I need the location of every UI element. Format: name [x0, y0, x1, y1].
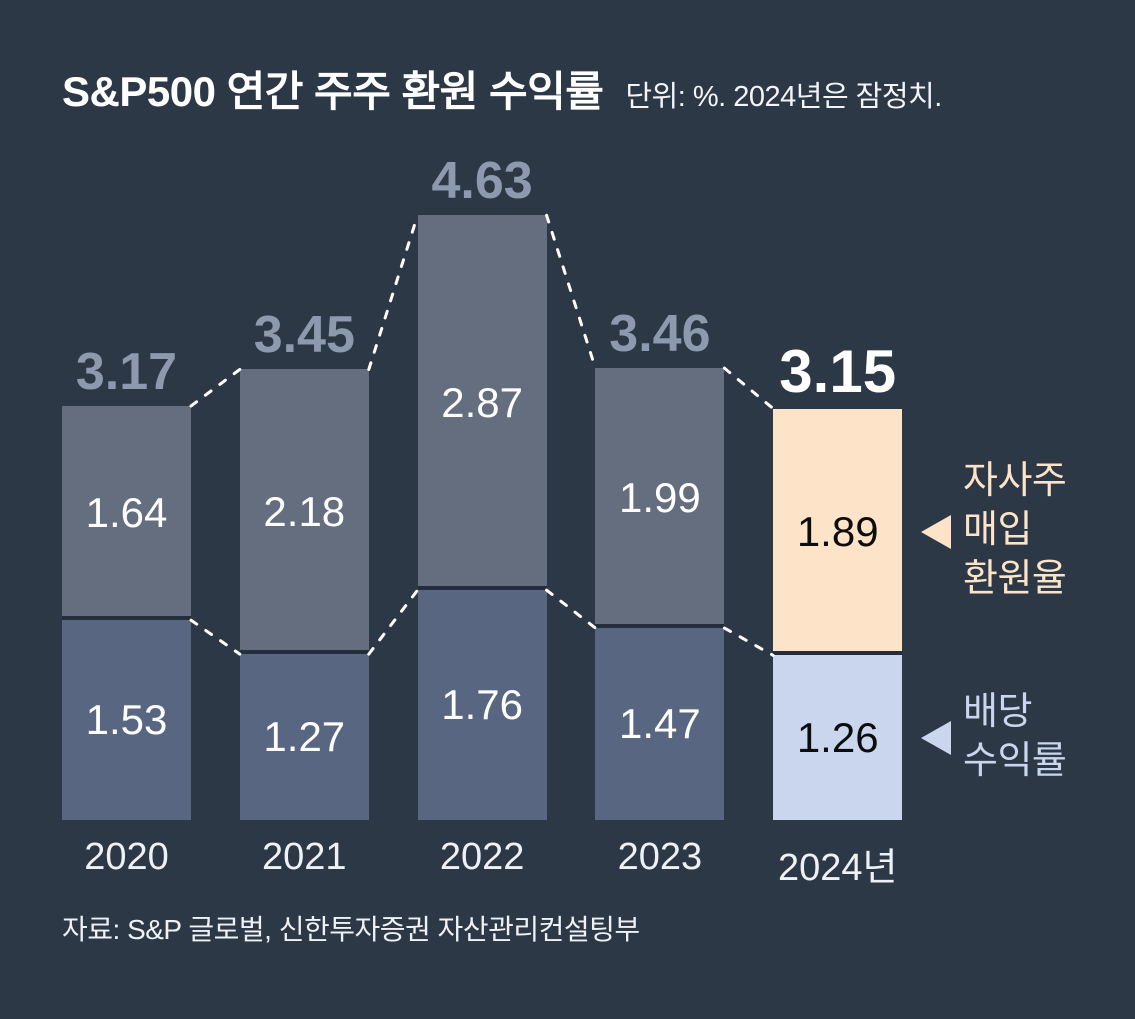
dividend-arrow-icon: [921, 721, 951, 755]
value-label-dividend-2020: 1.53: [85, 696, 168, 744]
bar-segment-buyback-2021: [239, 369, 369, 655]
bar-segment-dividend-2023: [595, 628, 725, 820]
bar-segment-buyback-2024년: [773, 408, 903, 656]
page-title: S&P500 연간 주주 환원 수익률: [62, 68, 604, 115]
total-label-2023: 3.46: [609, 305, 711, 364]
unit-note: 단위: %. 2024년은 잠정치.: [625, 81, 942, 113]
bar-segment-dividend-2024년: [773, 655, 903, 820]
legend-dividend-line: 배당: [963, 691, 1032, 733]
total-label-2022: 4.63: [431, 152, 533, 211]
legend-buyback-line: 매입: [963, 509, 1032, 551]
value-label-dividend-2021: 1.27: [263, 713, 346, 761]
x-axis-label-2021: 2021: [262, 836, 347, 878]
legend-buyback: 자사주 매입 환원율: [963, 457, 1067, 604]
total-label-2024년: 3.15: [779, 337, 897, 405]
legend-dividend-line: 수익률: [963, 740, 1067, 782]
source-note: 자료: S&P 글로벌, 신한투자증권 자산관리컨설팅부: [62, 914, 640, 945]
legend-buyback-line: 자사주: [963, 460, 1067, 502]
value-label-buyback-2024년: 1.89: [796, 508, 879, 556]
chart-header: S&P500 연간 주주 환원 수익률 단위: %. 2024년은 잠정치.: [62, 58, 1115, 119]
bar-segment-buyback-2022: [417, 215, 547, 591]
buyback-arrow-icon: [921, 515, 951, 549]
legend-buyback-line: 환원율: [963, 558, 1067, 600]
bar-segment-dividend-2022: [417, 590, 547, 820]
total-label-2020: 3.17: [75, 342, 178, 401]
value-label-buyback-2022: 2.87: [441, 378, 523, 426]
total-label-2021: 3.45: [253, 306, 355, 365]
x-axis-label-2022: 2022: [439, 836, 525, 878]
value-label-dividend-2022: 1.76: [441, 681, 523, 729]
bar-segment-dividend-2021: [239, 654, 369, 820]
x-axis-label-2020: 2020: [84, 836, 169, 878]
x-axis-label-2023: 2023: [617, 836, 703, 878]
legend-dividend: 배당 수익률: [963, 688, 1067, 786]
value-label-buyback-2020: 1.64: [85, 489, 168, 537]
value-label-buyback-2023: 1.99: [619, 474, 701, 522]
bar-segment-buyback-2020: [62, 405, 191, 621]
value-label-buyback-2021: 2.18: [263, 487, 346, 535]
bar-segment-dividend-2020: [62, 620, 191, 820]
x-axis-label-2024년: 2024년: [777, 847, 898, 889]
bar-segment-buyback-2023: [595, 368, 725, 628]
value-label-dividend-2023: 1.47: [619, 700, 701, 747]
value-label-dividend-2024년: 1.26: [796, 713, 879, 761]
